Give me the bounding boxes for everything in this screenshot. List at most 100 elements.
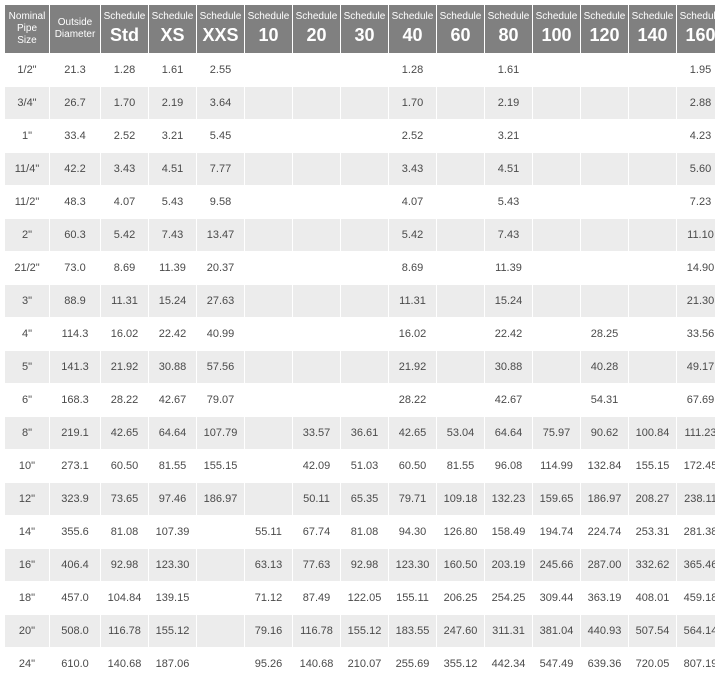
cell-s60: 206.25 [437, 582, 484, 614]
cell-nps: 8" [5, 417, 49, 449]
cell-s120 [581, 219, 628, 251]
cell-s140 [629, 87, 676, 119]
header-s160: Schedule160 [677, 5, 715, 53]
cell-s10 [245, 87, 292, 119]
cell-nps: 18" [5, 582, 49, 614]
cell-s60 [437, 54, 484, 86]
cell-s30 [341, 87, 388, 119]
cell-xxs: 7.77 [197, 153, 244, 185]
cell-s140: 253.31 [629, 516, 676, 548]
cell-s160: 111.23 [677, 417, 715, 449]
cell-s20: 116.78 [293, 615, 340, 647]
cell-s20 [293, 87, 340, 119]
cell-od: 457.0 [50, 582, 100, 614]
cell-s140 [629, 285, 676, 317]
cell-std: 2.52 [101, 120, 148, 152]
cell-s20: 33.57 [293, 417, 340, 449]
header-label-top: Schedule [342, 11, 387, 23]
cell-s20 [293, 318, 340, 350]
cell-s100: 114.99 [533, 450, 580, 482]
cell-s10 [245, 351, 292, 383]
cell-xxs: 20.37 [197, 252, 244, 284]
cell-std: 140.68 [101, 648, 148, 680]
cell-xxs: 107.79 [197, 417, 244, 449]
header-label-big: 100 [534, 25, 579, 47]
header-label-big: 80 [486, 25, 531, 47]
cell-nps: 6" [5, 384, 49, 416]
header-label-big: 60 [438, 25, 483, 47]
cell-s40: 94.30 [389, 516, 436, 548]
cell-s120 [581, 252, 628, 284]
header-s100: Schedule100 [533, 5, 580, 53]
cell-nps: 3/4" [5, 87, 49, 119]
cell-s80: 15.24 [485, 285, 532, 317]
cell-s40: 2.52 [389, 120, 436, 152]
cell-s20 [293, 120, 340, 152]
cell-s40: 3.43 [389, 153, 436, 185]
cell-xs: 7.43 [149, 219, 196, 251]
cell-od: 406.4 [50, 549, 100, 581]
cell-xxs: 27.63 [197, 285, 244, 317]
cell-s100 [533, 120, 580, 152]
header-s140: Schedule140 [629, 5, 676, 53]
cell-s30: 122.05 [341, 582, 388, 614]
cell-s140 [629, 54, 676, 86]
cell-s160: 564.14 [677, 615, 715, 647]
cell-s120: 440.93 [581, 615, 628, 647]
table-row: 18"457.0104.84139.1571.1287.49122.05155.… [5, 582, 715, 614]
cell-s60: 160.50 [437, 549, 484, 581]
cell-std: 1.28 [101, 54, 148, 86]
cell-s120 [581, 54, 628, 86]
cell-s30 [341, 351, 388, 383]
cell-s160: 7.23 [677, 186, 715, 218]
cell-s40: 255.69 [389, 648, 436, 680]
header-label-top: Schedule [390, 11, 435, 23]
cell-std: 116.78 [101, 615, 148, 647]
cell-s30 [341, 219, 388, 251]
cell-s30 [341, 318, 388, 350]
cell-s80: 203.19 [485, 549, 532, 581]
cell-s120: 54.31 [581, 384, 628, 416]
cell-xs: 2.19 [149, 87, 196, 119]
cell-s60 [437, 153, 484, 185]
header-s10: Schedule10 [245, 5, 292, 53]
cell-s160: 807.19 [677, 648, 715, 680]
cell-xxs: 3.64 [197, 87, 244, 119]
cell-xxs: 13.47 [197, 219, 244, 251]
header-label-top: Schedule [678, 11, 715, 23]
cell-s140 [629, 153, 676, 185]
cell-xxs [197, 648, 244, 680]
cell-s60 [437, 120, 484, 152]
header-s20: Schedule20 [293, 5, 340, 53]
cell-s120 [581, 87, 628, 119]
cell-s160: 11.10 [677, 219, 715, 251]
table-row: 1"33.42.523.215.452.523.214.23 [5, 120, 715, 152]
cell-s160: 5.60 [677, 153, 715, 185]
cell-s30: 92.98 [341, 549, 388, 581]
cell-xs: 139.15 [149, 582, 196, 614]
cell-s30: 210.07 [341, 648, 388, 680]
cell-s120 [581, 153, 628, 185]
cell-s10 [245, 252, 292, 284]
header-nps: NominalPipe Size [5, 5, 49, 53]
cell-s160: 2.88 [677, 87, 715, 119]
cell-s140: 208.27 [629, 483, 676, 515]
cell-s80: 4.51 [485, 153, 532, 185]
cell-std: 16.02 [101, 318, 148, 350]
cell-s20: 140.68 [293, 648, 340, 680]
cell-s20 [293, 219, 340, 251]
cell-xs: 81.55 [149, 450, 196, 482]
cell-s80: 3.21 [485, 120, 532, 152]
cell-xxs [197, 516, 244, 548]
cell-s40: 11.31 [389, 285, 436, 317]
cell-std: 104.84 [101, 582, 148, 614]
cell-s60 [437, 252, 484, 284]
cell-od: 508.0 [50, 615, 100, 647]
header-od: OutsideDiameter [50, 5, 100, 53]
cell-xxs [197, 615, 244, 647]
table-row: 14"355.681.08107.3955.1167.7481.0894.301… [5, 516, 715, 548]
cell-s60 [437, 219, 484, 251]
cell-s60: 355.12 [437, 648, 484, 680]
cell-s10 [245, 483, 292, 515]
table-row: 11/2"48.34.075.439.584.075.437.23 [5, 186, 715, 218]
